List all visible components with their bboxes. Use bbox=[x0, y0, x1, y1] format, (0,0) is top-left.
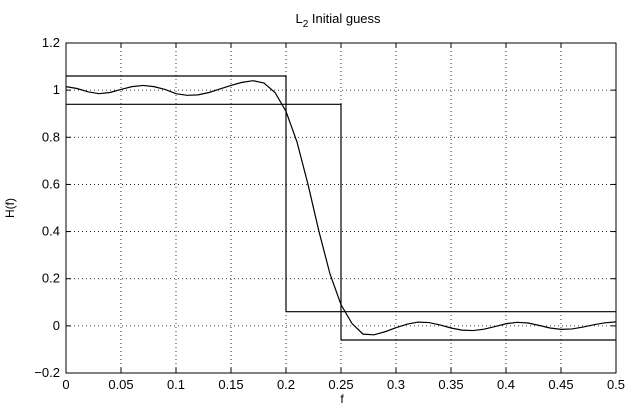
x-tick-label: 0.25 bbox=[328, 377, 353, 392]
y-tick-labels: −0.2 0 0.2 0.4 0.6 0.8 1 1.2 bbox=[34, 35, 60, 380]
x-tick-label: 0.35 bbox=[438, 377, 463, 392]
chart-title-main: L bbox=[295, 11, 302, 26]
series-upper-bound bbox=[66, 75, 616, 313]
y-tick-label: 0.2 bbox=[42, 271, 60, 286]
x-tick-label: 0.2 bbox=[277, 377, 295, 392]
x-axis-label: f bbox=[340, 392, 344, 406]
x-tick-label: 0 bbox=[62, 377, 69, 392]
y-tick-label: 0.8 bbox=[42, 129, 60, 144]
x-tick-label: 0.05 bbox=[108, 377, 133, 392]
x-tick-label: 0.5 bbox=[607, 377, 625, 392]
chart-title-subscript: 2 bbox=[303, 19, 309, 30]
y-tick-label: 0 bbox=[53, 318, 60, 333]
x-tick-label: 0.1 bbox=[167, 377, 185, 392]
ticks bbox=[65, 42, 617, 374]
x-tick-labels: 0 0.05 0.1 0.15 0.2 0.25 0.3 0.35 0.4 0.45 0.5 bbox=[62, 377, 625, 392]
series-group bbox=[65, 75, 617, 341]
x-tick-label: 0.15 bbox=[218, 377, 243, 392]
chart-title: L2 Initial guess bbox=[295, 11, 381, 30]
y-tick-label: 0.6 bbox=[42, 176, 60, 191]
y-tick-label: −0.2 bbox=[34, 365, 60, 380]
y-tick-label: 1.2 bbox=[42, 35, 60, 50]
series-lower-bound bbox=[66, 103, 616, 341]
y-tick-label: 0.4 bbox=[42, 224, 60, 239]
x-tick-label: 0.45 bbox=[548, 377, 573, 392]
y-axis-label: H(f) bbox=[3, 198, 17, 218]
x-tick-label: 0.3 bbox=[387, 377, 405, 392]
x-tick-label: 0.4 bbox=[497, 377, 515, 392]
chart-title-rest: Initial guess bbox=[308, 11, 381, 26]
series-response bbox=[65, 80, 617, 336]
y-tick-label: 1 bbox=[53, 82, 60, 97]
